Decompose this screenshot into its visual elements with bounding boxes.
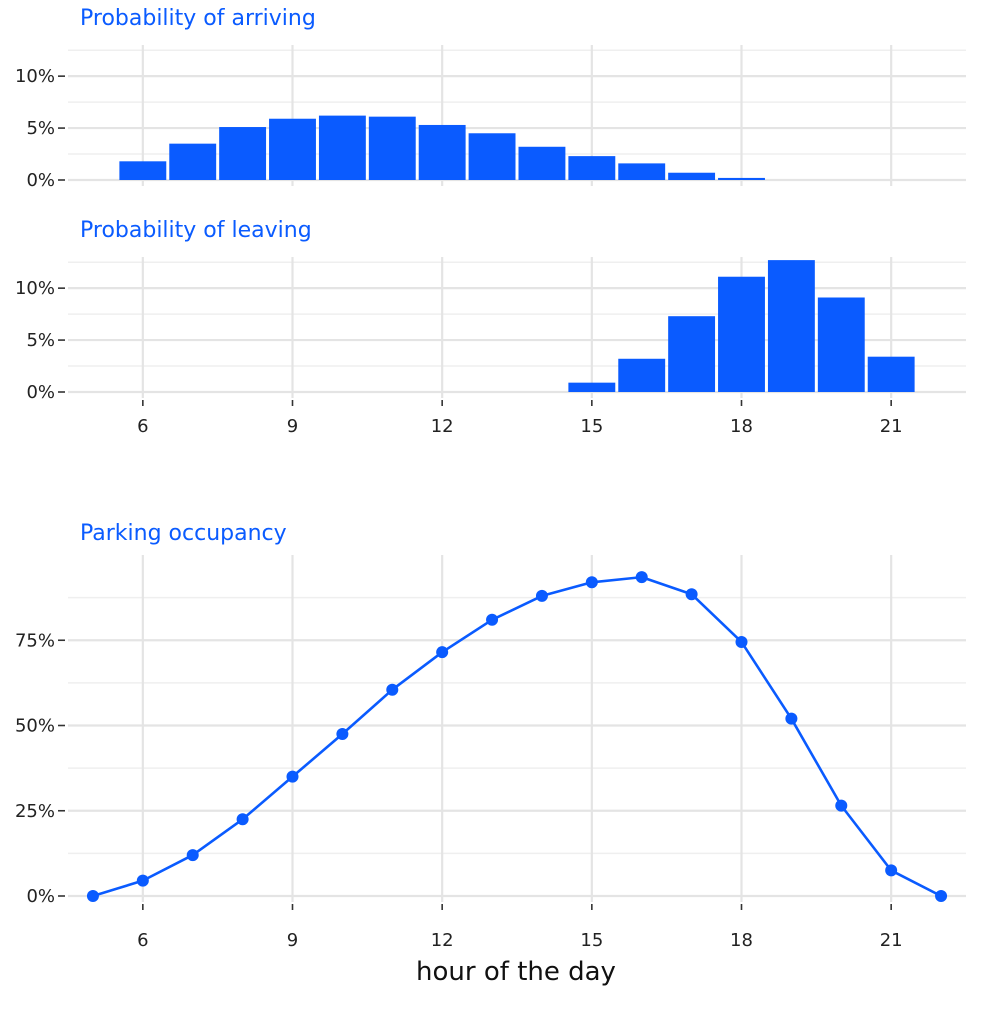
leaving-panel-title: Probability of leaving — [80, 218, 312, 243]
occupancy-point — [136, 874, 149, 887]
leaving-y-tick-label: 5% — [26, 330, 55, 351]
arriving-bars — [119, 115, 765, 180]
arriving-bar — [418, 124, 466, 180]
arriving-bar — [269, 118, 316, 180]
arriving-y-tick-label: 0% — [26, 170, 55, 191]
leaving-bar — [718, 276, 765, 392]
occupancy-point — [336, 728, 349, 741]
leaving-x-tick-label: 6 — [137, 416, 148, 437]
occupancy-point — [436, 646, 449, 659]
occupancy-x-tick-label: 12 — [431, 930, 454, 951]
arriving-panel: Probability of arriving 0% 5% 10% — [15, 6, 966, 191]
occupancy-grid — [68, 555, 966, 902]
leaving-bar — [867, 356, 915, 392]
arriving-y-tick-label: 5% — [26, 118, 55, 139]
occupancy-point — [685, 588, 698, 601]
arriving-bar — [119, 161, 167, 180]
leaving-panel: Probability of leaving 0% 5% 10% 6 9 12 15 18 2… — [15, 218, 966, 437]
occupancy-point — [86, 890, 99, 902]
occupancy-y-tick-label: 50% — [15, 716, 55, 737]
occupancy-x-axis: 6 9 12 15 18 21 — [137, 904, 903, 951]
leaving-x-tick-label: 12 — [431, 416, 454, 437]
arriving-panel-title: Probability of arriving — [80, 6, 316, 31]
occupancy-point — [186, 849, 199, 862]
occupancy-y-tick-label: 75% — [15, 630, 55, 651]
arriving-grid — [68, 45, 966, 186]
leaving-x-tick-label: 21 — [880, 416, 903, 437]
leaving-y-tick-label: 10% — [15, 278, 55, 299]
leaving-bar — [568, 382, 616, 392]
leaving-grid — [68, 257, 966, 398]
leaving-bar — [618, 358, 666, 392]
leaving-bar — [817, 297, 865, 392]
occupancy-panel: Parking occupancy 0% 25% 50% 75% 6 9 12 15 18 21… — [15, 521, 966, 987]
occupancy-line — [86, 571, 948, 902]
arriving-y-axis: 0% 5% 10% — [15, 66, 65, 191]
leaving-y-axis: 0% 5% 10% — [15, 278, 65, 403]
occupancy-series-line — [92, 575, 942, 898]
arriving-bar — [618, 163, 666, 180]
leaving-bar — [767, 260, 815, 392]
occupancy-point — [635, 571, 648, 584]
x-axis-title: hour of the day — [416, 957, 616, 987]
occupancy-point — [236, 813, 249, 826]
occupancy-point — [835, 799, 848, 812]
leaving-x-axis: 6 9 12 15 18 21 — [137, 400, 903, 437]
arriving-bar — [668, 172, 716, 180]
leaving-bars — [568, 260, 915, 392]
occupancy-point — [535, 589, 548, 602]
occupancy-x-tick-label: 6 — [137, 930, 148, 951]
occupancy-point — [735, 635, 748, 648]
arriving-bar — [518, 146, 566, 180]
leaving-x-tick-label: 15 — [580, 416, 603, 437]
occupancy-point — [785, 712, 798, 725]
occupancy-point — [286, 770, 299, 783]
occupancy-x-tick-label: 21 — [880, 930, 903, 951]
occupancy-x-tick-label: 18 — [730, 930, 753, 951]
leaving-bar — [668, 316, 716, 392]
arriving-bar — [468, 133, 516, 180]
arriving-bar — [368, 116, 416, 180]
occupancy-point — [935, 890, 948, 902]
arriving-bar — [169, 143, 217, 180]
occupancy-y-axis: 0% 25% 50% 75% — [15, 630, 65, 907]
occupancy-point — [885, 864, 898, 877]
arriving-bar — [318, 115, 366, 180]
occupancy-point — [486, 613, 499, 626]
occupancy-point — [386, 683, 399, 696]
arriving-bar — [718, 177, 765, 180]
occupancy-y-tick-label: 25% — [15, 801, 55, 822]
arriving-y-tick-label: 10% — [15, 66, 55, 87]
arriving-bar — [219, 127, 267, 180]
occupancy-point — [585, 576, 598, 589]
leaving-y-tick-label: 0% — [26, 382, 55, 403]
arriving-bar — [568, 156, 616, 180]
occupancy-y-tick-label: 0% — [26, 886, 55, 907]
leaving-x-tick-label: 9 — [287, 416, 298, 437]
occupancy-x-tick-label: 15 — [580, 930, 603, 951]
occupancy-panel-title: Parking occupancy — [80, 521, 287, 546]
occupancy-x-tick-label: 9 — [287, 930, 298, 951]
leaving-x-tick-label: 18 — [730, 416, 753, 437]
